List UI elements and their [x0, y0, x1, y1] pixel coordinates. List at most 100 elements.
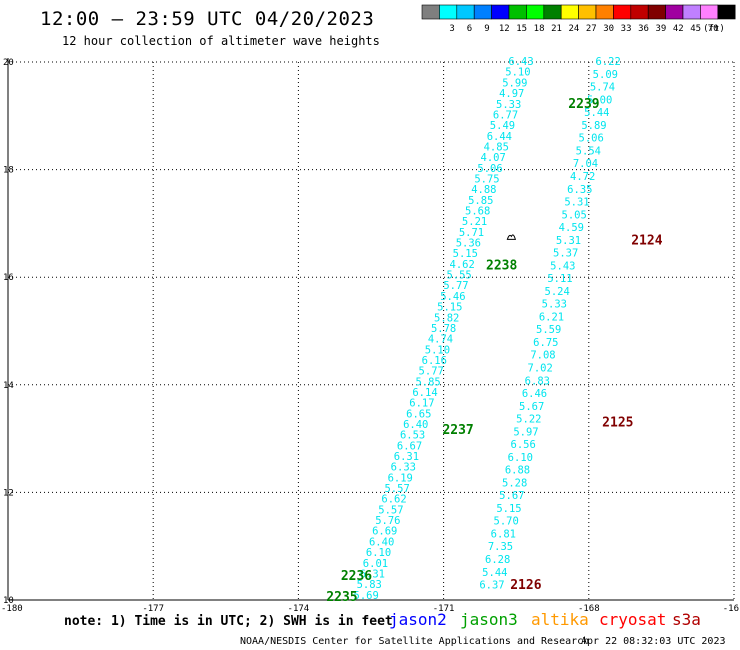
footer-credit: NOAA/NESDIS Center for Satellite Applica…: [240, 636, 589, 647]
legend-swatch: [526, 4, 545, 20]
data-point: 5.49: [490, 120, 515, 132]
x-tick-label: -180: [1, 604, 23, 614]
y-tick-label: 18: [3, 166, 14, 176]
data-point: 5.97: [513, 426, 538, 438]
data-point: 6.16: [422, 355, 447, 367]
data-point: 6.69: [372, 526, 397, 538]
legend-swatch: [560, 4, 579, 20]
data-point: 6.10: [508, 452, 533, 464]
data-point: 5.85: [415, 376, 440, 388]
data-point: 6.10: [366, 547, 391, 559]
data-point: 5.37: [553, 248, 578, 260]
data-point: 7.02: [528, 362, 553, 374]
data-point: 6.46: [522, 388, 547, 400]
data-point: 6.14: [412, 387, 437, 399]
data-point: 4.74: [428, 334, 453, 346]
legend-label: 30: [603, 24, 614, 34]
data-point: 5.76: [375, 515, 400, 527]
data-point: 5.74: [590, 82, 615, 94]
data-point: 6.40: [369, 536, 394, 548]
data-point: 6.28: [485, 554, 510, 566]
data-point: 5.21: [462, 216, 487, 228]
legend-swatch: [491, 4, 510, 20]
legend-label: 15: [516, 24, 527, 34]
data-point: 5.36: [456, 238, 481, 250]
data-point: 6.56: [511, 439, 536, 451]
data-point: 6.67: [397, 440, 422, 452]
y-tick-label: 10: [3, 596, 14, 606]
x-tick-label: -177: [142, 604, 164, 614]
legend-swatch: [717, 4, 736, 20]
data-point: 5.83: [357, 579, 382, 591]
data-point: 5.31: [556, 235, 581, 247]
x-tick-label: -174: [288, 604, 310, 614]
data-point: 4.07: [481, 152, 506, 164]
data-point: 6.62: [381, 494, 406, 506]
data-point: 6.77: [493, 109, 518, 121]
legend-swatch: [543, 4, 562, 20]
data-point: 6.31: [360, 568, 385, 580]
data-point: 5.11: [547, 273, 572, 285]
legend-label: 12: [499, 24, 510, 34]
data-point: 5.28: [502, 477, 527, 489]
data-point: 5.77: [443, 280, 468, 292]
data-point: 5.78: [431, 323, 456, 335]
data-point: 6.01: [363, 558, 388, 570]
legend-swatch: [456, 4, 475, 20]
legend-swatch: [613, 4, 632, 20]
page-subtitle: 12 hour collection of altimeter wave hei…: [62, 34, 380, 48]
legend-swatch: [595, 4, 614, 20]
data-point: 5.57: [378, 504, 403, 516]
legend-label: 3: [449, 24, 454, 34]
data-point: 6.33: [391, 462, 416, 474]
legend-swatch: [630, 4, 649, 20]
data-point: 5.31: [564, 197, 589, 209]
data-point: 6.65: [406, 408, 431, 420]
data-point: 6.17: [409, 398, 434, 410]
legend-swatch: [665, 4, 684, 20]
data-point: 5.15: [496, 503, 521, 515]
legend-label: 24: [568, 24, 579, 34]
data-point: 5.77: [419, 366, 444, 378]
data-point: 5.44: [482, 567, 507, 579]
data-point: 5.70: [494, 516, 519, 528]
x-tick-label: -171: [433, 604, 455, 614]
data-point: 6.88: [505, 465, 530, 477]
data-point: 6.83: [525, 375, 550, 387]
data-point: 5.75: [474, 173, 499, 185]
legend-label: 18: [534, 24, 545, 34]
data-point: 6.37: [479, 580, 504, 592]
data-point: 6.44: [487, 131, 512, 143]
legend-label: 36: [638, 24, 649, 34]
x-tick-label: -16: [723, 604, 739, 614]
data-point: 5.05: [562, 209, 587, 221]
mission-label: cryosat: [599, 610, 666, 629]
legend-swatch: [473, 4, 492, 20]
data-point: 4.62: [450, 259, 475, 271]
legend-swatch: [508, 4, 527, 20]
mission-label: jason3: [460, 610, 518, 629]
data-point: 5.06: [477, 163, 502, 175]
pass-label: 2126: [510, 578, 541, 593]
data-point: 5.57: [384, 483, 409, 495]
data-point: 5.43: [550, 260, 575, 272]
legend-swatch: [439, 4, 458, 20]
data-point: 6.35: [567, 184, 592, 196]
legend-unit: (ft): [703, 24, 725, 34]
data-point: 5.06: [579, 133, 604, 145]
data-point: 5.46: [440, 291, 465, 303]
footer-note: note: 1) Time is in UTC; 2) SWH is in fe…: [64, 614, 393, 629]
legend-label: 33: [621, 24, 632, 34]
legend-swatch: [647, 4, 666, 20]
data-point: 5.15: [453, 248, 478, 260]
data-point: 4.59: [559, 222, 584, 234]
data-point: 5.24: [545, 286, 570, 298]
legend-swatch: [578, 4, 597, 20]
pass-label: 2124: [631, 234, 662, 249]
data-point: 5.10: [505, 67, 530, 79]
data-point: 7.08: [530, 350, 555, 362]
island-marker: [506, 234, 517, 240]
y-tick-label: 12: [3, 488, 14, 498]
